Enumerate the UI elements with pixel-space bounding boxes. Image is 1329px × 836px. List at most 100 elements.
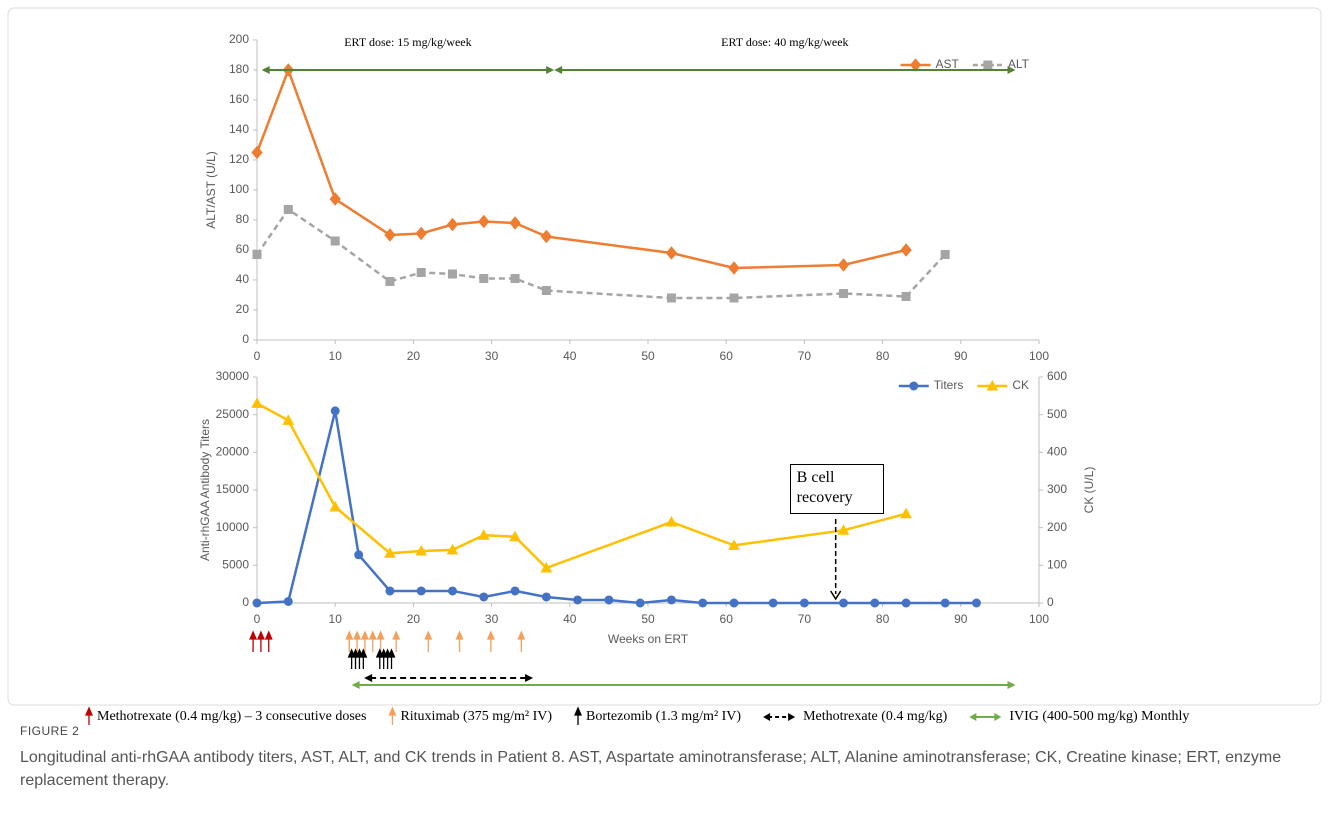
marker <box>839 598 848 608</box>
y-tick-label: 15000 <box>216 482 250 496</box>
marker <box>837 524 850 535</box>
marker <box>385 586 395 596</box>
y-tick-label: 25000 <box>216 407 250 421</box>
arrow-head <box>525 674 534 682</box>
arrow <box>392 630 401 652</box>
marker <box>329 500 342 512</box>
figure-frame <box>7 7 1322 706</box>
marker <box>573 595 583 605</box>
x-tick-label: 0 <box>254 612 261 626</box>
y-tick-label: 5000 <box>222 558 249 572</box>
x-axis-title: Weeks on ERT <box>608 632 689 646</box>
legend: Titers CK <box>898 378 1029 392</box>
x-tick-label: 60 <box>720 612 734 626</box>
arrow <box>376 630 385 652</box>
x-tick-label: 20 <box>407 349 421 363</box>
y-tick-label: 160 <box>229 92 249 106</box>
legend-label: ALT <box>1008 57 1030 71</box>
marker <box>909 381 919 391</box>
marker <box>448 586 457 596</box>
marker <box>384 228 396 242</box>
arrow <box>256 630 265 652</box>
arrow-head <box>351 681 360 689</box>
y-tick-label: 10000 <box>216 520 250 534</box>
legend-label: Methotrexate (0.4 mg/kg) – 3 consecutive… <box>97 709 366 724</box>
y-tick-label: 40 <box>236 272 250 286</box>
arrow-head <box>994 713 1002 721</box>
arrow <box>360 630 369 652</box>
y-tick-label: 20 <box>236 302 250 316</box>
x-tick-label: 30 <box>485 612 499 626</box>
y-tick-label: 20000 <box>216 445 250 459</box>
marker <box>354 550 364 560</box>
annotation-box: B cell recovery <box>789 464 884 514</box>
x-tick-label: 10 <box>329 612 343 626</box>
x-tick-label: 100 <box>1029 349 1049 363</box>
y-tick-label: 60 <box>236 242 250 256</box>
marker <box>446 217 459 232</box>
arrow-head <box>1007 681 1016 689</box>
arrow-head <box>763 713 771 721</box>
marker <box>252 598 262 608</box>
marker <box>900 243 912 257</box>
marker <box>541 592 551 602</box>
y2-tick-label: 500 <box>1047 407 1067 421</box>
marker <box>604 595 614 605</box>
marker <box>416 268 426 277</box>
marker <box>510 586 520 596</box>
marker <box>384 547 396 558</box>
arrow <box>455 630 464 652</box>
marker <box>415 226 427 241</box>
marker <box>541 286 551 295</box>
marker <box>416 586 426 596</box>
marker <box>540 229 552 244</box>
marker <box>252 250 262 259</box>
marker <box>251 145 263 160</box>
caption-label: FIGURE 2 <box>20 724 80 738</box>
arrow-head <box>554 66 563 74</box>
legend-label: CK <box>1012 378 1029 392</box>
marker <box>729 598 739 608</box>
marker <box>901 292 911 301</box>
marker <box>728 539 740 550</box>
x-tick-label: 70 <box>798 612 812 626</box>
y2-tick-label: 0 <box>1047 595 1054 609</box>
y-tick-label: 0 <box>242 332 249 346</box>
marker <box>900 507 912 519</box>
arrow <box>353 630 362 652</box>
marker <box>251 397 263 408</box>
y2-tick-label: 100 <box>1047 558 1067 572</box>
marker <box>510 274 520 283</box>
marker <box>283 596 293 606</box>
marker <box>940 598 950 608</box>
marker <box>509 530 521 542</box>
arrow-head <box>261 66 270 74</box>
marker <box>479 274 489 283</box>
x-tick-label: 100 <box>1029 612 1049 626</box>
marker <box>330 236 340 246</box>
x-tick-label: 80 <box>876 612 890 626</box>
x-tick-label: 50 <box>641 612 655 626</box>
arrow <box>517 630 526 652</box>
legend-label: Methotrexate (0.4 mg/kg) <box>803 709 948 724</box>
legend-label: Titers <box>934 378 964 392</box>
marker <box>477 529 490 540</box>
x-tick-label: 80 <box>876 349 890 363</box>
marker <box>479 592 489 602</box>
arrow-head <box>1007 66 1016 74</box>
y-tick-label: 140 <box>229 122 249 136</box>
arrow-head <box>546 66 555 74</box>
marker <box>385 277 395 286</box>
arrow-head <box>830 590 842 601</box>
y-axis-title: ALT/AST (U/L) <box>204 151 218 229</box>
marker <box>971 598 981 608</box>
arrow <box>486 630 495 652</box>
marker <box>983 60 993 70</box>
marker <box>415 544 428 556</box>
marker <box>729 293 739 303</box>
x-tick-label: 0 <box>254 349 261 363</box>
marker <box>282 414 295 425</box>
marker <box>665 246 678 260</box>
x-tick-label: 50 <box>641 349 655 363</box>
